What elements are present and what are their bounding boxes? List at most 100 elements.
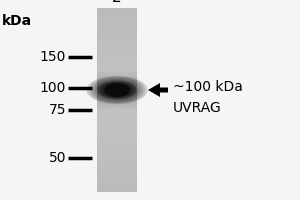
Bar xyxy=(97,87,137,89)
Bar xyxy=(97,98,137,100)
Bar xyxy=(97,100,137,102)
Ellipse shape xyxy=(100,82,134,98)
Bar xyxy=(97,58,137,60)
Bar xyxy=(97,175,137,177)
Bar xyxy=(97,164,137,166)
Bar xyxy=(97,78,137,80)
Bar xyxy=(97,113,137,115)
Ellipse shape xyxy=(106,85,128,95)
Ellipse shape xyxy=(89,77,145,103)
Text: UVRAG: UVRAG xyxy=(173,101,222,115)
Text: 75: 75 xyxy=(49,103,66,117)
Bar xyxy=(97,94,137,96)
Bar xyxy=(97,91,137,93)
Bar xyxy=(97,76,137,78)
Bar xyxy=(97,106,137,107)
Bar xyxy=(97,83,137,85)
Bar xyxy=(97,98,137,100)
Text: 2: 2 xyxy=(112,0,122,5)
Bar xyxy=(97,10,137,12)
Bar xyxy=(97,60,137,61)
Ellipse shape xyxy=(98,81,136,99)
Bar xyxy=(97,71,137,72)
Bar xyxy=(97,65,137,67)
Bar xyxy=(97,188,137,190)
Bar xyxy=(97,89,137,91)
Bar xyxy=(97,172,137,174)
Bar xyxy=(97,71,137,72)
Bar xyxy=(97,89,137,91)
Bar xyxy=(97,102,137,104)
Text: ~100 kDa: ~100 kDa xyxy=(173,80,243,94)
Bar xyxy=(97,30,137,32)
Bar xyxy=(97,47,137,48)
Bar xyxy=(97,129,137,131)
Ellipse shape xyxy=(94,79,140,101)
Bar xyxy=(97,177,137,179)
Bar xyxy=(97,150,137,152)
Bar xyxy=(97,148,137,150)
Bar xyxy=(97,82,137,83)
Bar xyxy=(97,107,137,109)
Bar xyxy=(97,144,137,146)
Ellipse shape xyxy=(104,84,130,96)
Bar xyxy=(97,69,137,71)
Bar xyxy=(97,161,137,163)
Bar xyxy=(97,115,137,117)
Bar xyxy=(97,80,137,82)
Text: kDa: kDa xyxy=(2,14,32,28)
Bar xyxy=(97,74,137,76)
Bar xyxy=(97,166,137,168)
Ellipse shape xyxy=(105,84,129,96)
Bar xyxy=(97,56,137,58)
Bar xyxy=(97,83,137,85)
Bar xyxy=(97,104,137,106)
Bar xyxy=(97,25,137,26)
Bar xyxy=(97,183,137,185)
Bar xyxy=(97,61,137,63)
Bar xyxy=(97,34,137,36)
Bar xyxy=(97,15,137,17)
Bar xyxy=(97,91,137,93)
Bar xyxy=(97,174,137,175)
Bar xyxy=(97,21,137,23)
Bar xyxy=(97,124,137,126)
Bar xyxy=(97,159,137,161)
Bar xyxy=(97,168,137,170)
Bar xyxy=(97,80,137,82)
Bar xyxy=(97,8,137,10)
Bar xyxy=(97,185,137,186)
Bar xyxy=(97,32,137,34)
Bar xyxy=(97,153,137,155)
Bar xyxy=(97,104,137,106)
Bar xyxy=(97,163,137,164)
Bar xyxy=(97,111,137,113)
Bar xyxy=(97,117,137,118)
Ellipse shape xyxy=(92,78,142,102)
Bar xyxy=(97,87,137,89)
Text: 50: 50 xyxy=(49,151,66,165)
Ellipse shape xyxy=(111,87,123,93)
Bar xyxy=(97,100,137,102)
Bar xyxy=(97,122,137,124)
Bar xyxy=(97,37,137,39)
Bar xyxy=(97,137,137,139)
Bar xyxy=(97,152,137,153)
Ellipse shape xyxy=(96,80,138,100)
Bar xyxy=(97,170,137,172)
Bar xyxy=(97,85,137,87)
Bar xyxy=(97,102,137,104)
Text: 100: 100 xyxy=(40,81,66,95)
Bar xyxy=(97,41,137,43)
Bar xyxy=(97,107,137,109)
Bar xyxy=(97,72,137,74)
Bar xyxy=(97,142,137,144)
Bar xyxy=(97,106,137,107)
Bar xyxy=(97,179,137,181)
Bar xyxy=(97,63,137,65)
Bar xyxy=(97,82,137,83)
Bar xyxy=(97,19,137,21)
Bar xyxy=(97,146,137,148)
Bar xyxy=(97,155,137,157)
Bar xyxy=(97,43,137,45)
